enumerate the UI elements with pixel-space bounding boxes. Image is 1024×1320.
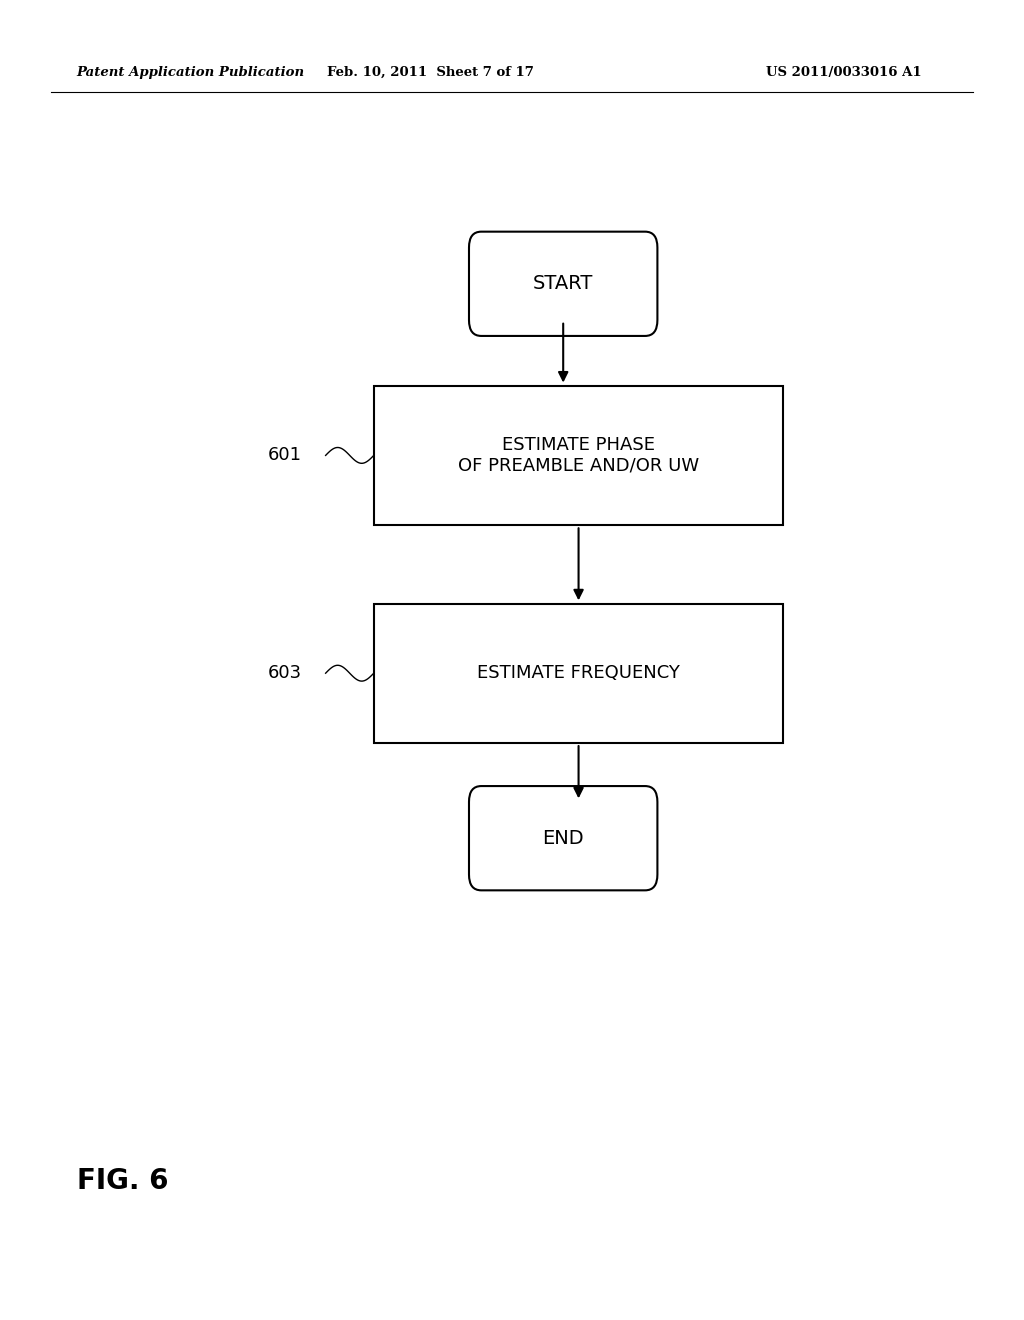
Text: US 2011/0033016 A1: US 2011/0033016 A1 xyxy=(766,66,922,79)
FancyBboxPatch shape xyxy=(469,232,657,335)
Text: FIG. 6: FIG. 6 xyxy=(77,1167,168,1195)
Text: Feb. 10, 2011  Sheet 7 of 17: Feb. 10, 2011 Sheet 7 of 17 xyxy=(327,66,534,79)
Bar xyxy=(374,385,783,524)
Text: ESTIMATE FREQUENCY: ESTIMATE FREQUENCY xyxy=(477,664,680,682)
Text: START: START xyxy=(534,275,593,293)
Text: 603: 603 xyxy=(268,664,302,682)
Text: Patent Application Publication: Patent Application Publication xyxy=(77,66,305,79)
Text: END: END xyxy=(543,829,584,847)
FancyBboxPatch shape xyxy=(469,787,657,891)
Bar xyxy=(374,605,783,742)
Text: ESTIMATE PHASE
OF PREAMBLE AND/OR UW: ESTIMATE PHASE OF PREAMBLE AND/OR UW xyxy=(458,436,699,475)
Text: 601: 601 xyxy=(268,446,302,465)
